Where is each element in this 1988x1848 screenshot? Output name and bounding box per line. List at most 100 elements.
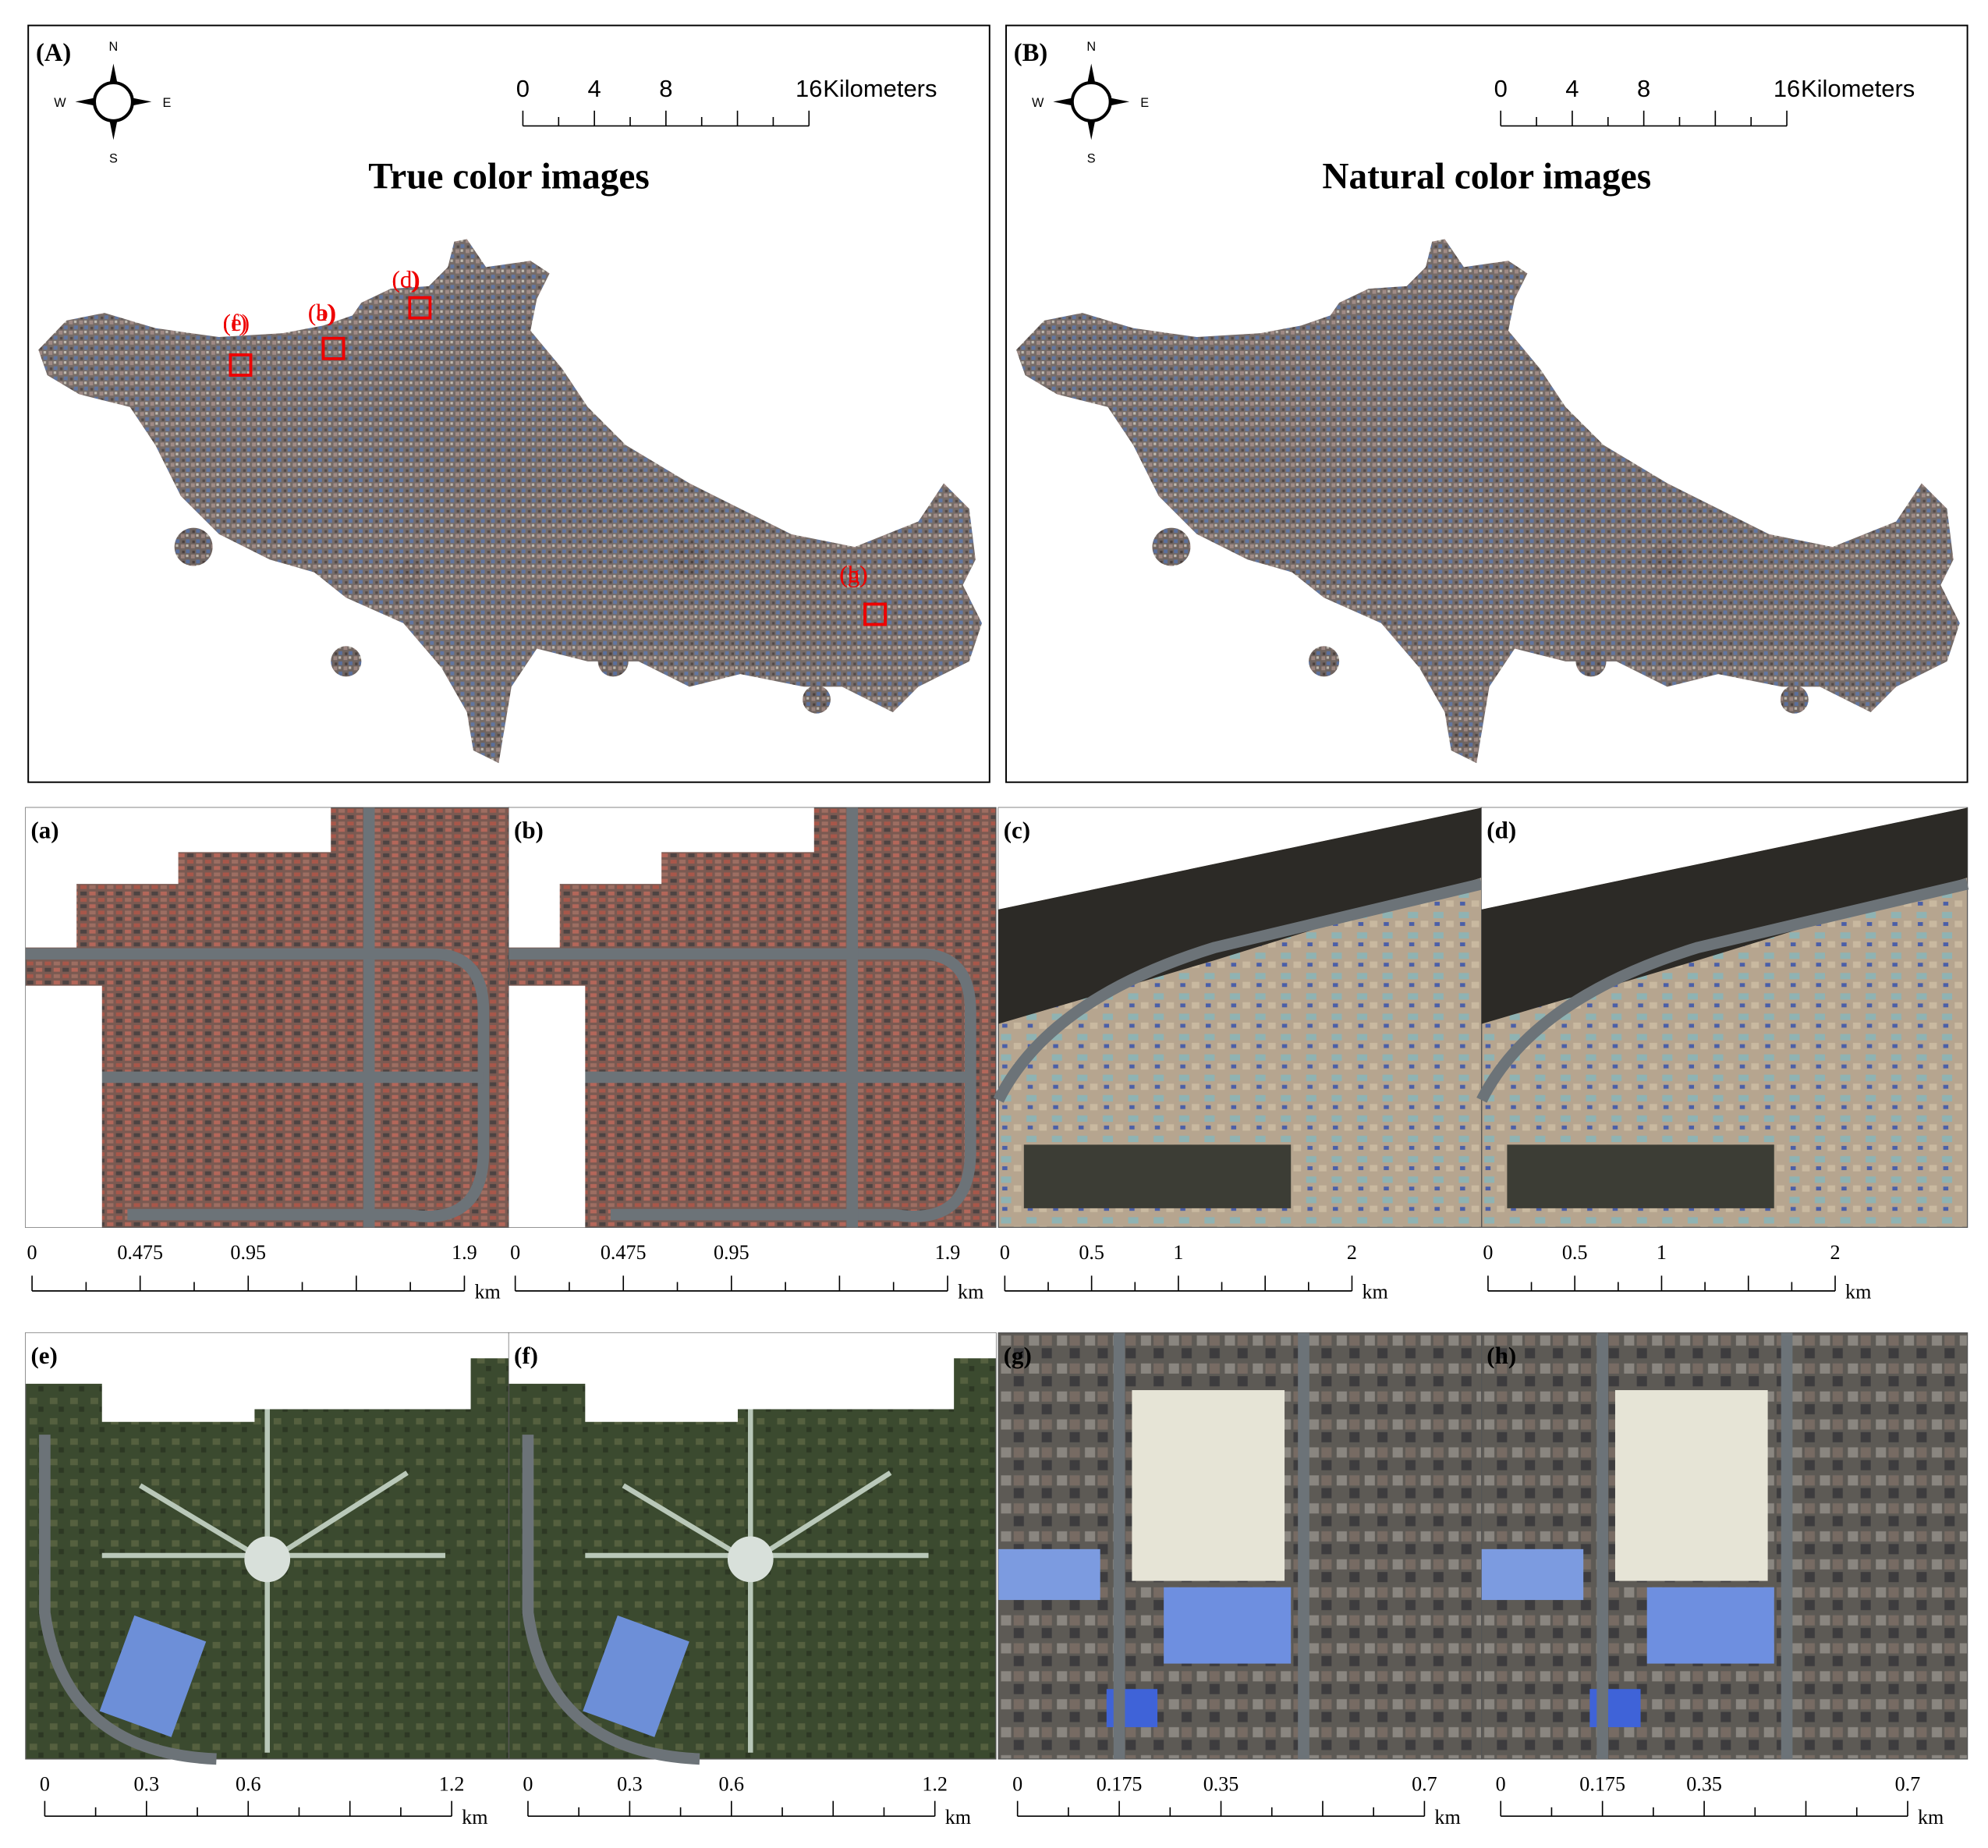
urban-patch	[174, 527, 213, 566]
scale-label: 1	[1657, 1241, 1667, 1264]
subset-label: (d)	[1487, 816, 1516, 843]
urban-patch	[473, 725, 499, 750]
scale-label: 0.7	[1412, 1773, 1437, 1796]
urban-patch	[906, 548, 930, 572]
scale-label: 0	[1000, 1241, 1010, 1264]
scale-unit: Kilometers	[1801, 75, 1915, 102]
compass-letter: E	[1140, 96, 1149, 110]
nodata	[509, 1332, 996, 1422]
compass-letter: W	[1032, 96, 1044, 110]
scale-label: 0.475	[117, 1241, 163, 1264]
urban-patch	[331, 646, 362, 677]
inset-label: (e)	[223, 309, 250, 336]
nodata	[25, 807, 331, 1228]
scale-label: 0.5	[1562, 1241, 1588, 1264]
nodata	[509, 807, 814, 1228]
inset-label: (a)	[308, 299, 335, 326]
scale-label: 0.175	[1097, 1773, 1143, 1796]
inset-label: (f)	[223, 309, 247, 336]
scale-label: 2	[1830, 1241, 1840, 1264]
scale-label: 0	[1496, 1773, 1506, 1796]
panel-label: (A)	[36, 39, 71, 67]
scale-label: 0.35	[1203, 1773, 1239, 1796]
subset-panel: (c)	[993, 807, 1483, 1229]
scale-unit: km	[1845, 1281, 1871, 1304]
urban-patch	[397, 559, 423, 585]
road	[993, 878, 1483, 1103]
scale-label: 0.6	[719, 1773, 745, 1796]
subset-panel: (b)	[508, 807, 997, 1229]
inset-label: (g)	[839, 561, 867, 588]
scale-label: 1.2	[439, 1773, 465, 1796]
building	[998, 1548, 1100, 1601]
subset-panel: (h)	[1481, 1332, 1969, 1760]
scale-label: 8	[1637, 75, 1650, 102]
building	[583, 1615, 689, 1737]
inset-box	[321, 336, 346, 360]
scale-label: 1.2	[922, 1773, 948, 1796]
urban-patch	[672, 541, 707, 578]
urban-patch	[1884, 548, 1908, 572]
subset-label: (f)	[514, 1342, 538, 1369]
building	[1614, 1390, 1768, 1581]
subset-scale: 0 0.5 1 2 km	[1000, 1241, 1388, 1304]
inset-box	[229, 353, 253, 377]
subset-label: (a)	[30, 816, 58, 843]
compass-letter: S	[109, 152, 118, 166]
urban-patch	[1152, 527, 1191, 566]
urban-patch	[1374, 559, 1401, 585]
road	[1476, 878, 1969, 1103]
building	[99, 1615, 207, 1737]
road	[25, 948, 490, 1222]
plaza	[244, 1536, 291, 1583]
building	[1481, 1548, 1584, 1601]
scale-unit: km	[1363, 1281, 1388, 1304]
scale-label: 4	[588, 75, 601, 102]
water-strip	[998, 807, 1482, 1024]
scale-unit: km	[474, 1281, 500, 1304]
scale-label: 0	[1494, 75, 1508, 102]
scale-unit: km	[1434, 1806, 1460, 1828]
subset-panel: (d)	[1476, 807, 1969, 1229]
nodata	[998, 807, 1482, 910]
building	[1132, 1390, 1285, 1581]
scale-label: 0	[27, 1241, 37, 1264]
scale-label: 1.9	[935, 1241, 961, 1264]
subset-label: (e)	[30, 1342, 57, 1369]
scale-label: 0	[523, 1773, 533, 1796]
water-strip	[1481, 807, 1968, 1024]
panel-title: Natural color images	[1322, 156, 1651, 197]
inset-box	[863, 602, 887, 626]
nodata	[1481, 807, 1968, 910]
urban-patch	[1309, 646, 1340, 677]
panel-label: (B)	[1014, 39, 1047, 67]
scale-label: 1.9	[452, 1241, 477, 1264]
scale-label: 0.3	[617, 1773, 643, 1796]
urban-area	[1016, 239, 1960, 764]
scale-label: 0	[516, 75, 530, 102]
scale-label: 2	[1347, 1241, 1357, 1264]
subset-panel: (f)	[508, 1332, 997, 1765]
urban-patch	[803, 685, 831, 714]
road	[509, 948, 976, 1222]
road	[522, 1435, 700, 1765]
inset-box	[408, 296, 432, 320]
scale-label: 1	[1173, 1241, 1183, 1264]
scale-unit: km	[462, 1806, 487, 1828]
urban-patch	[1780, 685, 1809, 714]
subset-scale: 0 0.3 0.6 1.2 km	[40, 1773, 488, 1828]
subset-scale: 0 0.175 0.35 0.7 km	[1496, 1773, 1944, 1828]
scale-label: 0	[510, 1241, 520, 1264]
subset-label: (g)	[1004, 1342, 1032, 1369]
subset-scale: 0 0.175 0.35 0.7 km	[1012, 1773, 1461, 1828]
subset-scale: 0 0.3 0.6 1.2 km	[523, 1773, 971, 1828]
urban-patch	[1575, 646, 1607, 677]
subset-panel: (e)	[25, 1332, 510, 1765]
compass-letter: N	[109, 40, 119, 54]
compass-letter: W	[54, 96, 66, 110]
scale-label: 0.5	[1079, 1241, 1104, 1264]
subset-label: (b)	[514, 816, 544, 843]
scale-label: 8	[659, 75, 672, 102]
scale-label: 0	[1012, 1773, 1022, 1796]
